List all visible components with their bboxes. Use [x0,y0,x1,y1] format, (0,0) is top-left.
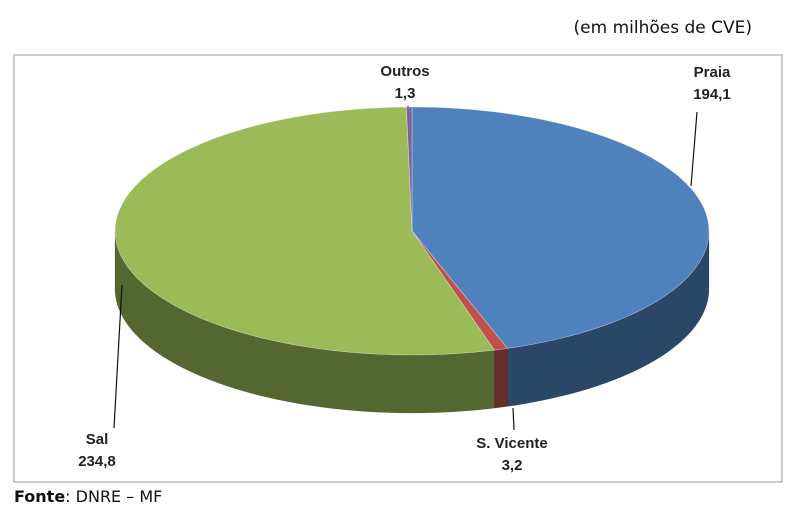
slice-value-label: 194,1 [693,86,731,103]
pie-sides [114,230,710,414]
leader-line [512,407,515,431]
slice-label: Outros [380,63,429,80]
slice [406,106,413,232]
slice-side [494,348,508,409]
slice-value-label: 3,2 [502,457,523,474]
slice-label: Praia [694,64,731,81]
chart-subtitle: (em milhões de CVE) [574,18,752,38]
slice [114,106,495,356]
pie-tops [114,106,710,356]
leader-line [113,284,123,429]
source-label: Fonte [14,487,65,506]
source-text: : DNRE – MF [65,487,162,506]
slice-value-label: 1,3 [395,85,416,102]
slice-value-label: 234,8 [78,453,116,470]
source-note: Fonte: DNRE – MF [14,487,162,506]
slice-label: Sal [86,431,109,448]
leader-line [690,111,698,187]
slice-label: S. Vicente [476,435,547,452]
slice [411,106,710,349]
